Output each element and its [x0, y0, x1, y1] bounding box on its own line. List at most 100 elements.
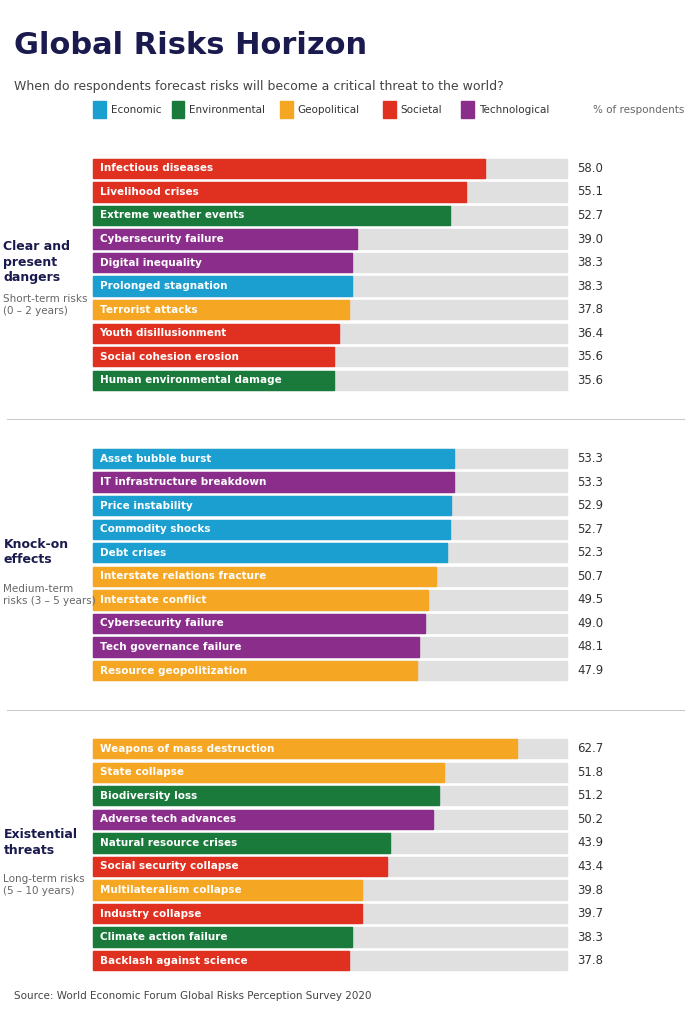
Text: 53.3: 53.3 [577, 475, 603, 488]
Bar [93, 739, 567, 759]
Text: Economic: Economic [111, 104, 161, 115]
Bar [383, 101, 395, 118]
Bar [93, 324, 339, 343]
Text: 58.0: 58.0 [577, 162, 603, 175]
Bar [93, 347, 334, 367]
Text: Source: World Economic Forum Global Risks Perception Survey 2020: Source: World Economic Forum Global Risk… [14, 991, 371, 1001]
Text: 37.8: 37.8 [577, 954, 603, 967]
Bar [93, 566, 567, 586]
Bar [93, 857, 387, 877]
Bar [93, 371, 334, 390]
Bar [93, 566, 436, 586]
Bar [93, 300, 349, 319]
Text: Backlash against science: Backlash against science [100, 955, 247, 966]
Text: State collapse: State collapse [100, 767, 184, 777]
Bar [93, 786, 439, 806]
Text: Environmental: Environmental [189, 104, 265, 115]
Text: 52.7: 52.7 [577, 522, 603, 536]
Text: 52.9: 52.9 [577, 499, 603, 512]
Text: Social cohesion erosion: Social cohesion erosion [100, 352, 238, 361]
Bar [93, 904, 567, 924]
Text: Multilateralism collapse: Multilateralism collapse [100, 885, 241, 895]
Bar [93, 928, 352, 947]
Bar [93, 763, 567, 782]
Text: 49.5: 49.5 [577, 593, 603, 606]
Text: Knock-on
effects: Knock-on effects [3, 538, 68, 566]
Text: Commodity shocks: Commodity shocks [100, 524, 210, 535]
Text: 53.3: 53.3 [577, 452, 603, 465]
Text: Medium-term
risks (3 – 5 years): Medium-term risks (3 – 5 years) [3, 585, 96, 606]
Text: Interstate conflict: Interstate conflict [100, 595, 206, 605]
Text: Human environmental damage: Human environmental damage [100, 376, 281, 385]
Text: Societal: Societal [400, 104, 442, 115]
Bar [93, 904, 361, 924]
Text: 43.4: 43.4 [577, 860, 603, 872]
Bar [93, 834, 567, 853]
Bar [93, 834, 390, 853]
Text: 51.8: 51.8 [577, 766, 603, 778]
Text: 48.1: 48.1 [577, 640, 603, 653]
Text: 55.1: 55.1 [577, 185, 603, 199]
Text: When do respondents forecast risks will become a critical threat to the world?: When do respondents forecast risks will … [14, 80, 504, 93]
Text: Cybersecurity failure: Cybersecurity failure [100, 234, 223, 244]
Bar [93, 159, 486, 178]
Bar [93, 590, 428, 609]
Text: Infectious diseases: Infectious diseases [100, 164, 213, 173]
Bar [93, 613, 424, 633]
Text: 39.7: 39.7 [577, 907, 603, 920]
Bar [462, 101, 474, 118]
Bar [93, 660, 417, 680]
Text: 52.3: 52.3 [577, 546, 603, 559]
Text: Geopolitical: Geopolitical [298, 104, 360, 115]
Bar [93, 300, 567, 319]
Text: Short-term risks
(0 – 2 years): Short-term risks (0 – 2 years) [3, 294, 88, 316]
Text: Biodiversity loss: Biodiversity loss [100, 791, 197, 801]
Text: Tech governance failure: Tech governance failure [100, 642, 241, 652]
Bar [93, 857, 567, 877]
Text: Cybersecurity failure: Cybersecurity failure [100, 618, 223, 629]
Bar [93, 543, 567, 562]
Text: 49.0: 49.0 [577, 616, 603, 630]
Bar [93, 496, 567, 515]
Bar [93, 928, 567, 947]
Text: 38.3: 38.3 [577, 256, 603, 269]
Bar [93, 660, 567, 680]
Bar [93, 810, 567, 829]
Bar [93, 881, 362, 900]
Text: 50.7: 50.7 [577, 569, 603, 583]
Bar [93, 496, 451, 515]
Text: Terrorist attacks: Terrorist attacks [100, 305, 197, 314]
Bar [93, 543, 447, 562]
Text: Long-term risks
(5 – 10 years): Long-term risks (5 – 10 years) [3, 874, 85, 896]
Bar [93, 590, 567, 609]
Bar [93, 739, 518, 759]
Bar [93, 637, 567, 656]
Text: 36.4: 36.4 [577, 327, 603, 340]
Bar [93, 519, 450, 539]
Bar [93, 786, 567, 806]
Text: 47.9: 47.9 [577, 664, 603, 677]
Bar [93, 229, 567, 249]
Bar [171, 101, 184, 118]
Bar [93, 253, 352, 272]
Bar [93, 519, 567, 539]
Bar [93, 101, 106, 118]
Bar [93, 371, 567, 390]
Text: 37.8: 37.8 [577, 303, 603, 316]
Bar [93, 881, 567, 900]
Text: Global Risks Horizon: Global Risks Horizon [14, 31, 367, 59]
Text: Clear and
present
dangers: Clear and present dangers [3, 240, 70, 284]
Bar [93, 472, 454, 492]
Text: Price instability: Price instability [100, 501, 192, 511]
Text: Debt crises: Debt crises [100, 548, 166, 558]
Text: Resource geopolitization: Resource geopolitization [100, 666, 247, 676]
Bar [93, 324, 567, 343]
Bar [93, 206, 567, 225]
Bar [93, 229, 357, 249]
Text: 43.9: 43.9 [577, 837, 603, 849]
Text: Natural resource crises: Natural resource crises [100, 838, 237, 848]
Text: 51.2: 51.2 [577, 790, 603, 802]
Bar [93, 951, 567, 971]
Text: IT infrastructure breakdown: IT infrastructure breakdown [100, 477, 266, 487]
Bar [93, 206, 450, 225]
